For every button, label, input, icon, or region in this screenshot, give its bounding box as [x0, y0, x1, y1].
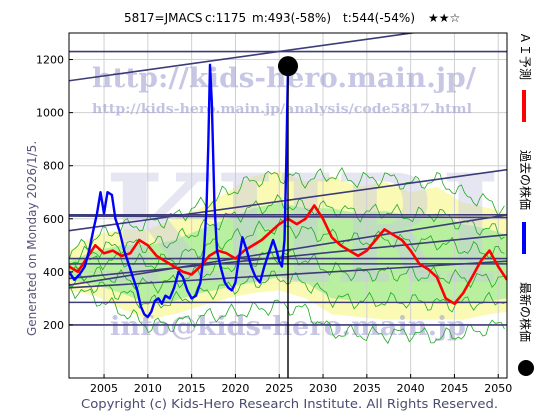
trend-line	[69, 33, 418, 82]
y-tick-label: 400	[43, 266, 64, 279]
legend-label-latest-price: 最新の株価	[518, 282, 533, 342]
legend-marker-latest-price	[518, 360, 534, 376]
x-tick-label: 2030	[309, 382, 337, 395]
header-code: 5817=JMACS	[124, 11, 202, 25]
watermark-analysis-url: http://kids-hero.main.jp/analysis/code58…	[92, 102, 472, 117]
y-tick-label: 1000	[36, 107, 64, 120]
y-tick-label: 800	[43, 160, 64, 173]
legend-swatch-ai-forecast	[522, 90, 526, 122]
chart-header: 5817=JMACS c:1175 m:493(-58%) t:544(-54%…	[124, 11, 460, 25]
header-target: t:544(-54%)	[343, 11, 415, 25]
x-tick-label: 2035	[353, 382, 381, 395]
copyright-footer: Copyright (c) Kids-Hero Research Institu…	[81, 397, 498, 411]
legend: ＡＩ予測 過去の株価 最新の株価	[518, 32, 534, 376]
header-max: m:493(-58%)	[252, 11, 331, 25]
generated-date-label: Generated on Monday 2026/1/5.	[25, 141, 39, 336]
legend-label-past-price: 過去の株価	[518, 150, 533, 210]
past-series	[69, 63, 290, 319]
watermark-big: KHRI	[105, 142, 500, 318]
x-tick-label: 2045	[440, 382, 468, 395]
x-tick-label: 2050	[484, 382, 512, 395]
x-tick-label: 2010	[134, 382, 162, 395]
x-tick-label: 2040	[397, 382, 425, 395]
header-current: c:1175	[205, 11, 246, 25]
y-axis-ticks: 200 400 600 800 1000 1200	[36, 54, 73, 332]
green-scenario-line	[69, 248, 505, 294]
x-tick-label: 2015	[178, 382, 206, 395]
x-axis-ticks: 2005 2010 2015 2020 2025 2030 2035 2040 2045 2050	[90, 374, 512, 395]
y-tick-label: 600	[43, 213, 64, 226]
y-tick-label: 1200	[36, 54, 64, 67]
x-tick-label: 2025	[265, 382, 293, 395]
latest-marker	[278, 56, 298, 378]
green-scenario-line	[69, 194, 505, 267]
past-price-line	[69, 63, 290, 319]
legend-label-ai-forecast: ＡＩ予測	[518, 32, 532, 80]
latest-price-dot	[278, 56, 298, 77]
y-tick-label: 200	[43, 319, 64, 332]
plot-border	[68, 32, 508, 379]
green-scenario-line	[69, 282, 505, 345]
legend-swatch-past-price	[522, 222, 526, 254]
x-tick-label: 2005	[90, 382, 118, 395]
green-scenario-line	[69, 218, 505, 274]
x-tick-label: 2020	[221, 382, 249, 395]
header-stars: ★★☆	[428, 11, 460, 25]
